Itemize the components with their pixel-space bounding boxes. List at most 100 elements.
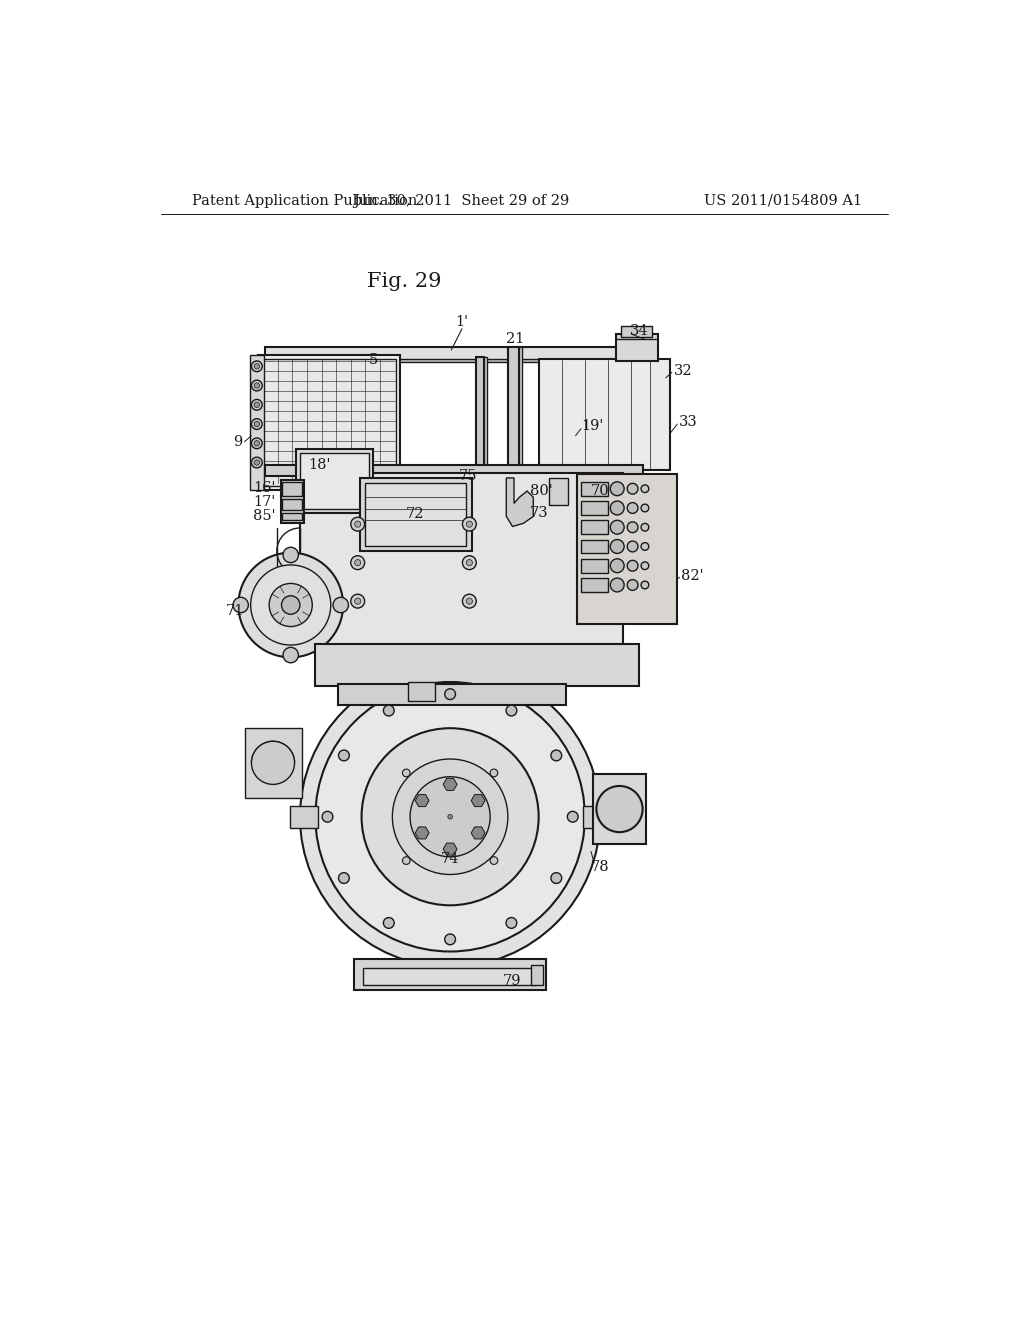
Text: Jun. 30, 2011  Sheet 29 of 29: Jun. 30, 2011 Sheet 29 of 29 — [353, 194, 569, 207]
Text: 32: 32 — [674, 364, 692, 378]
Circle shape — [239, 553, 343, 657]
Circle shape — [410, 776, 490, 857]
Circle shape — [628, 579, 638, 590]
Bar — [581, 540, 608, 553]
Circle shape — [610, 540, 625, 553]
Polygon shape — [415, 826, 429, 840]
Circle shape — [490, 857, 498, 865]
Circle shape — [351, 594, 365, 609]
Circle shape — [354, 598, 360, 605]
Bar — [339, 684, 565, 705]
Circle shape — [610, 520, 625, 535]
Bar — [475, 358, 484, 565]
Bar — [250, 355, 264, 490]
Circle shape — [323, 812, 333, 822]
Text: 85': 85' — [253, 508, 275, 523]
Circle shape — [610, 578, 625, 591]
Circle shape — [402, 770, 411, 776]
Circle shape — [254, 363, 259, 370]
Bar — [408, 682, 435, 701]
Circle shape — [490, 770, 498, 776]
Text: 80': 80' — [529, 484, 553, 498]
Bar — [315, 644, 639, 686]
Bar — [364, 969, 537, 985]
Circle shape — [402, 857, 411, 865]
Polygon shape — [415, 795, 429, 807]
Circle shape — [252, 418, 262, 429]
Circle shape — [252, 360, 262, 372]
Text: 70: 70 — [591, 484, 609, 498]
Circle shape — [333, 597, 348, 612]
Text: 82': 82' — [681, 569, 703, 582]
Bar — [281, 480, 304, 523]
Circle shape — [463, 556, 476, 570]
Polygon shape — [471, 826, 485, 840]
Bar — [300, 473, 624, 649]
Circle shape — [628, 560, 638, 572]
Circle shape — [628, 541, 638, 552]
Text: 74: 74 — [441, 853, 460, 866]
Circle shape — [463, 594, 476, 609]
Text: Fig. 29: Fig. 29 — [367, 272, 441, 292]
Circle shape — [351, 517, 365, 531]
Circle shape — [444, 689, 456, 700]
Text: 16': 16' — [253, 480, 275, 495]
Circle shape — [392, 759, 508, 874]
Circle shape — [254, 383, 259, 388]
Text: 21: 21 — [507, 333, 524, 346]
Circle shape — [254, 403, 259, 408]
Circle shape — [283, 548, 298, 562]
Bar — [265, 359, 643, 362]
Text: US 2011/0154809 A1: US 2011/0154809 A1 — [703, 194, 862, 207]
Circle shape — [506, 917, 517, 928]
Bar — [283, 512, 302, 520]
Circle shape — [641, 523, 649, 531]
Text: 18': 18' — [308, 458, 331, 471]
Bar — [354, 960, 547, 990]
Bar — [578, 474, 677, 624]
Circle shape — [466, 521, 472, 527]
Circle shape — [351, 556, 365, 570]
Text: 72: 72 — [407, 507, 425, 521]
Circle shape — [641, 504, 649, 512]
Circle shape — [628, 483, 638, 494]
Circle shape — [252, 380, 262, 391]
Text: Patent Application Publication: Patent Application Publication — [193, 194, 418, 207]
Circle shape — [610, 558, 625, 573]
Bar — [615, 334, 658, 360]
Circle shape — [551, 750, 562, 760]
Circle shape — [339, 750, 349, 760]
Circle shape — [254, 441, 259, 446]
Circle shape — [361, 729, 539, 906]
Bar — [245, 729, 302, 797]
Bar — [366, 483, 466, 546]
Circle shape — [628, 503, 638, 513]
Bar — [508, 347, 518, 470]
Bar — [581, 578, 608, 591]
Bar — [539, 359, 670, 470]
Polygon shape — [471, 795, 485, 807]
Text: 79: 79 — [503, 974, 521, 987]
Circle shape — [354, 521, 360, 527]
Circle shape — [339, 873, 349, 883]
Bar — [581, 502, 608, 515]
Bar — [360, 478, 472, 552]
Circle shape — [466, 598, 472, 605]
Circle shape — [354, 560, 360, 566]
Circle shape — [444, 935, 456, 945]
Bar — [531, 965, 543, 985]
Circle shape — [551, 873, 562, 883]
Text: 1': 1' — [455, 315, 468, 330]
Circle shape — [466, 560, 472, 566]
Bar — [296, 449, 373, 512]
Circle shape — [252, 400, 262, 411]
Polygon shape — [506, 478, 534, 527]
Circle shape — [641, 562, 649, 570]
Circle shape — [506, 705, 517, 715]
Bar — [265, 347, 643, 360]
Text: 17': 17' — [253, 495, 275, 508]
Circle shape — [252, 457, 262, 469]
Circle shape — [463, 517, 476, 531]
Bar — [621, 326, 652, 337]
Bar — [518, 347, 522, 470]
